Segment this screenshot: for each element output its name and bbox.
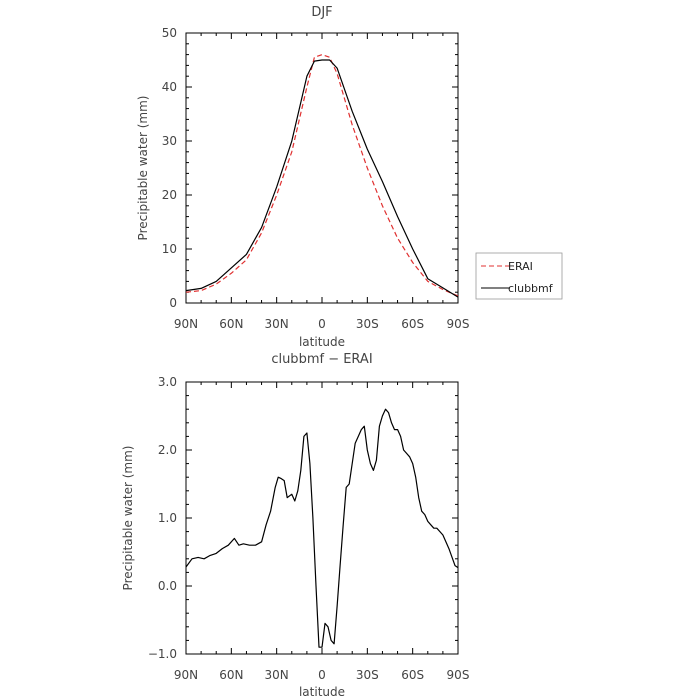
legend-label-clubbmf: clubbmf	[508, 282, 554, 295]
plot-frame	[185, 381, 459, 655]
panel-top: DJF 90N 60N 30N 0 30S 60S 90S 0 10 20 30 40 50 lati…	[136, 5, 469, 349]
y-axis-label: Precipitable water (mm)	[136, 96, 150, 241]
x-tick-label: 30N	[265, 668, 289, 682]
x-tick-label: 90N	[174, 317, 198, 331]
x-tick-label: 60S	[401, 668, 424, 682]
series-group	[185, 53, 459, 298]
x-tick-label: 60N	[219, 668, 243, 682]
legend: ERAI clubbmf	[475, 252, 563, 300]
series-line-erai	[185, 53, 459, 297]
x-axis: 90N 60N 30N 0 30S 60S 90S	[174, 382, 470, 682]
y-tick-label: 2.0	[158, 443, 177, 457]
panel-bottom: clubbmf − ERAI 90N 60N 30N 0 30S 60S 90S −1.0 0…	[121, 352, 469, 699]
legend-box	[475, 252, 563, 300]
y-tick-label: 30	[162, 134, 177, 148]
x-tick-label: 90N	[174, 668, 198, 682]
y-tick-label: −1.0	[148, 647, 177, 661]
y-axis: 0 10 20 30 40 50	[162, 26, 458, 310]
chart-title: clubbmf − ERAI	[271, 352, 372, 367]
y-tick-label: 0	[169, 296, 177, 310]
chart-title: DJF	[311, 5, 332, 20]
series-group	[185, 408, 459, 648]
series-line-clubbmf-erai	[185, 408, 459, 648]
series-line-clubbmf	[185, 59, 459, 298]
y-tick-label: 1.0	[158, 511, 177, 525]
plot-frame	[185, 32, 459, 304]
y-axis: −1.0 0.0 1.0 2.0 3.0	[148, 375, 458, 661]
y-axis-label: Precipitable water (mm)	[121, 446, 135, 591]
x-axis-label: latitude	[299, 335, 345, 349]
x-tick-label: 0	[318, 668, 326, 682]
x-tick-label: 30S	[356, 668, 379, 682]
x-tick-label: 30N	[265, 317, 289, 331]
y-tick-label: 20	[162, 188, 177, 202]
x-tick-label: 90S	[447, 317, 470, 331]
y-tick-label: 0.0	[158, 579, 177, 593]
x-tick-label: 90S	[447, 668, 470, 682]
x-tick-label: 60S	[401, 317, 424, 331]
x-axis: 90N 60N 30N 0 30S 60S 90S	[174, 33, 470, 331]
y-tick-label: 40	[162, 80, 177, 94]
x-tick-label: 0	[318, 317, 326, 331]
y-tick-label: 50	[162, 26, 177, 40]
x-axis-label: latitude	[299, 685, 345, 699]
y-tick-label: 3.0	[158, 375, 177, 389]
x-tick-label: 60N	[219, 317, 243, 331]
x-tick-label: 30S	[356, 317, 379, 331]
legend-label-erai: ERAI	[508, 260, 533, 273]
y-tick-label: 10	[162, 242, 177, 256]
